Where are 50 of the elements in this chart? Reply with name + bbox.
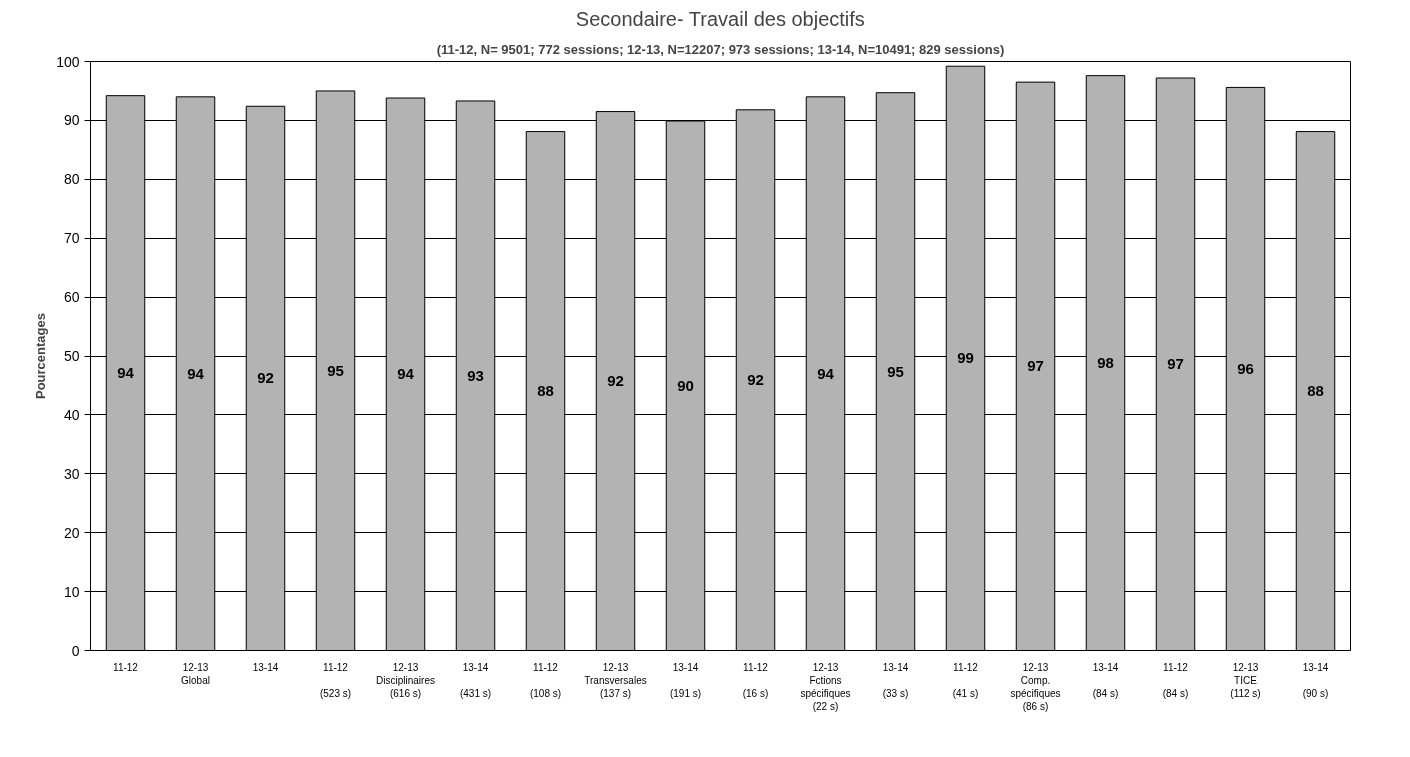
chart-title: Secondaire- Travail des objectifs [575, 7, 865, 30]
y-tick-label: 60 [63, 289, 80, 306]
data-label: 92 [257, 369, 274, 387]
y-tick-label: 80 [63, 171, 80, 188]
data-label: 90 [677, 376, 694, 394]
y-axis-title: Pourcentages [33, 313, 49, 399]
y-tick-label: 90 [63, 112, 80, 129]
category-label: 11-12 (108 s) [529, 661, 562, 699]
category-label: 11-12 (16 s) [742, 661, 769, 699]
x-tick-label: 12-13 Disciplinaires (616 s) [376, 661, 435, 699]
data-label: 94 [397, 365, 415, 383]
category-label: 13-14 (33 s) [882, 661, 909, 699]
y-tick-label: 20 [63, 524, 80, 541]
data-label: 99 [957, 349, 974, 367]
category-label: 13-14 (191 s) [669, 661, 702, 699]
x-tick-label: 12-13 Comp. spécifiques (86 s) [1010, 661, 1061, 713]
data-label: 88 [1307, 382, 1324, 400]
category-label: 11-12 (523 s) [319, 661, 352, 699]
category-label: 11-12 (84 s) [1162, 661, 1189, 699]
data-label: 97 [1027, 357, 1044, 375]
data-label: 96 [1237, 359, 1254, 377]
x-tick-label: 12-13 Global [181, 661, 210, 686]
category-label: 13-14 (431 s) [459, 661, 492, 699]
y-tick-label: 100 [56, 53, 80, 70]
data-label: 92 [747, 371, 764, 389]
data-label: 94 [117, 364, 135, 382]
x-tick-label: 11-12 [113, 661, 139, 673]
x-tick-label: 12-13 Transversales (137 s) [584, 661, 647, 699]
data-label: 97 [1167, 355, 1184, 373]
y-tick-label: 50 [63, 348, 80, 364]
category-label: 13-14 (90 s) [1302, 661, 1329, 699]
category-label: 13-14 (84 s) [1092, 661, 1119, 699]
data-label: 98 [1097, 354, 1114, 372]
x-tick-label: 12-13 TICE (112 s) [1230, 661, 1261, 699]
x-tick-label: 12-13 Fctions spécifiques (22 s) [800, 661, 851, 713]
data-label: 95 [887, 362, 904, 380]
data-label: 92 [607, 372, 624, 390]
data-label: 94 [817, 364, 835, 382]
y-tick-label: 70 [63, 230, 80, 247]
y-tick-label: 40 [63, 406, 80, 423]
y-tick-label: 0 [71, 642, 80, 659]
category-label: 11-12 (41 s) [952, 661, 979, 699]
data-label: 94 [187, 364, 205, 382]
data-label: 93 [467, 366, 484, 384]
y-tick-label: 30 [63, 465, 80, 482]
chart-subtitle: (11-12, N= 9501; 772 sessions; 12-13, N=12207; 973 sessions; 13-14, N=10491; 829 sessions) [436, 41, 1005, 57]
data-label: 95 [327, 361, 344, 379]
data-label: 88 [537, 382, 554, 400]
y-tick-label: 10 [63, 583, 80, 600]
x-tick-label: 13-14 [252, 661, 279, 673]
